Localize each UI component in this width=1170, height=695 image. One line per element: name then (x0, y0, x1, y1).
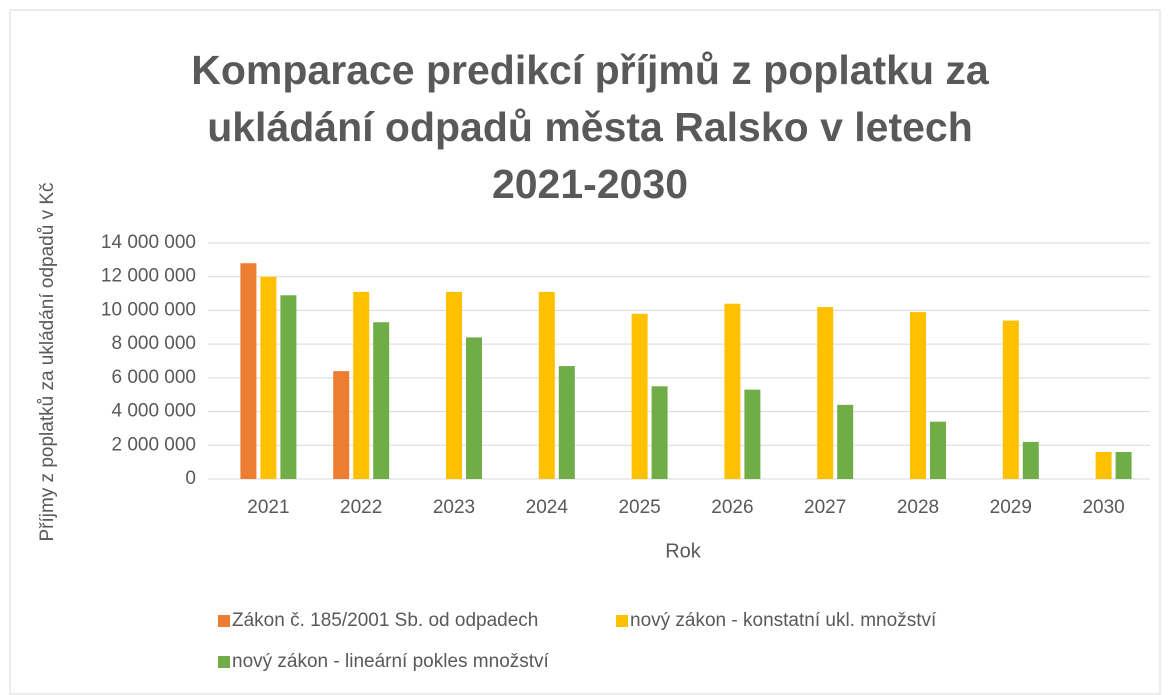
bar (260, 276, 277, 479)
x-axis-label: Rok (665, 540, 702, 562)
y-tick-label: 6 000 000 (111, 367, 196, 388)
y-tick-label: 14 000 000 (101, 232, 196, 253)
bar (558, 366, 575, 479)
bar (1022, 441, 1039, 479)
y-axis-label: Příjmy z poplatků za ukládání odpadů v K… (37, 182, 58, 541)
bar (651, 386, 668, 479)
legend-label: nový zákon - konstatní ukl. množství (630, 610, 937, 631)
bar (353, 291, 370, 479)
legend-swatch (218, 615, 230, 627)
bar (446, 291, 462, 479)
bar (466, 337, 482, 479)
x-tick-label: 2024 (526, 497, 569, 518)
legend-label: nový zákon - lineární pokles množství (232, 651, 550, 672)
bar (930, 421, 946, 479)
x-tick-label: 2028 (897, 497, 939, 518)
y-tick-label: 2 000 000 (111, 434, 196, 455)
legend-label: Zákon č. 185/2001 Sb. od odpadech (232, 610, 538, 631)
bar (333, 371, 350, 479)
bar (1115, 452, 1132, 479)
bar (1002, 320, 1019, 479)
bar (837, 404, 854, 479)
chart-title: Komparace predikcí příjmů z poplatku za … (191, 47, 989, 207)
x-tick-label: 2022 (340, 497, 382, 518)
bar (280, 295, 297, 479)
bar (724, 303, 741, 479)
y-tick-label: 12 000 000 (101, 266, 196, 287)
x-tick-label: 2025 (618, 497, 660, 518)
x-tick-label: 2023 (433, 497, 475, 518)
x-tick-label: 2021 (247, 497, 289, 518)
y-tick-label: 10 000 000 (101, 299, 196, 320)
bar (631, 313, 648, 479)
bar (240, 263, 257, 479)
bar (910, 312, 926, 479)
y-tick-label: 0 (185, 468, 196, 489)
bar (538, 291, 555, 479)
legend-swatch (218, 656, 230, 668)
bar (1095, 452, 1112, 479)
chart-border (9, 9, 1161, 695)
x-tick-label: 2026 (711, 497, 753, 518)
bar (373, 322, 390, 479)
bar (817, 307, 834, 479)
bar (744, 389, 761, 479)
x-tick-label: 2029 (990, 497, 1032, 518)
x-tick-label: 2027 (804, 497, 846, 518)
y-tick-label: 8 000 000 (111, 333, 196, 354)
legend-swatch (616, 615, 628, 627)
x-tick-label: 2030 (1082, 497, 1124, 518)
y-tick-label: 4 000 000 (111, 401, 196, 422)
